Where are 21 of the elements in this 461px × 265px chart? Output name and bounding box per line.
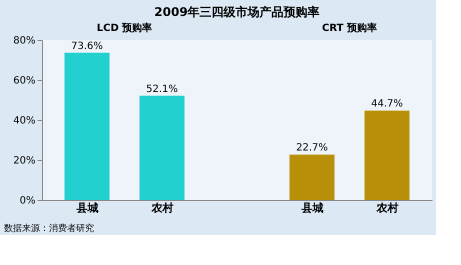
text: CRT 预购率 <box>322 22 377 34</box>
y-tick-label: 80% <box>13 36 36 46</box>
data-label: 22.7% <box>296 142 328 154</box>
bar <box>364 110 410 200</box>
bar <box>140 96 184 200</box>
y-tick-label: 60% <box>13 76 36 86</box>
x-tick-label: 县城 <box>300 202 324 214</box>
y-tick-label: 40% <box>13 116 36 126</box>
data-label: 52.1% <box>146 84 178 95</box>
data-label: 73.6% <box>71 40 103 52</box>
bar <box>64 52 110 200</box>
x-tick-label: 县城 <box>76 202 98 214</box>
source-note: 数据来源：消费者研究 <box>4 223 94 234</box>
bar <box>290 154 334 200</box>
y-tick-label: 0% <box>20 196 36 206</box>
x-tick-label: 农村 <box>376 202 398 214</box>
data-label: 44.7% <box>371 98 403 110</box>
chart-title: 2009年三四级市场产品预购率 <box>154 5 320 19</box>
text: LCD 预购率 <box>96 22 152 34</box>
y-tick-label: 20% <box>13 156 36 166</box>
x-tick-label: 农村 <box>150 202 174 214</box>
